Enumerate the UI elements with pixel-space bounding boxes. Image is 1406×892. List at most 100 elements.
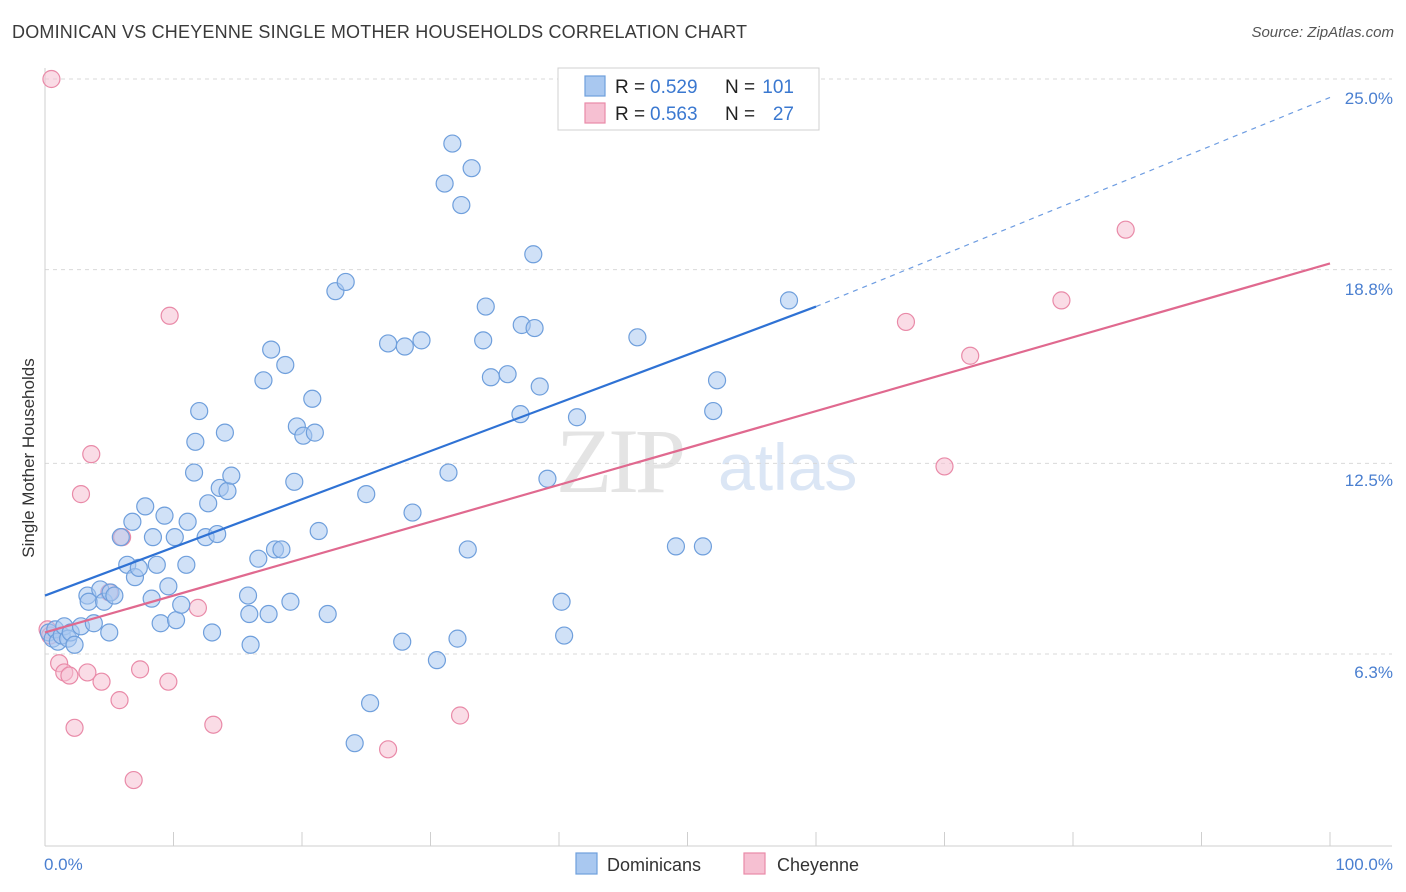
- dominicans-point-48: [241, 635, 260, 654]
- dominicans-point-44: [218, 481, 237, 501]
- dominicans-point-96: [666, 537, 686, 556]
- dominicans-point-82: [474, 331, 493, 350]
- dominicans-point-66: [345, 734, 364, 753]
- cheyenne-point-5: [65, 718, 84, 737]
- y-tick-label-18-8: 18.8%: [1345, 280, 1393, 299]
- x-tick-label-0: 0.0%: [44, 855, 83, 874]
- dominicans-point-34: [178, 512, 197, 531]
- watermark-atlas: atlas: [718, 430, 857, 504]
- dominicans-point-73: [412, 331, 431, 350]
- dominicans-point-95: [628, 328, 647, 347]
- dominicans-point-80: [458, 540, 477, 559]
- dominicans-point-90: [530, 377, 549, 396]
- legend-swatch-cheyenne: [584, 102, 606, 124]
- dominicans-point-49: [249, 549, 268, 568]
- dominicans-point-76: [439, 463, 458, 482]
- dominicans-point-99: [707, 371, 727, 390]
- dominicans-point-89: [525, 318, 544, 338]
- cheyenne-point-4: [60, 666, 79, 685]
- cheyenne-point-9: [92, 672, 111, 691]
- dominicans-point-25: [143, 528, 163, 547]
- dominicans-point-78: [448, 629, 467, 648]
- dominicans-point-46: [238, 586, 258, 605]
- x-ticks: [44, 832, 1331, 846]
- dominicans-point-79: [452, 195, 471, 215]
- cheyenne-trend-line: [44, 262, 1331, 634]
- cheyenne-point-22: [935, 457, 954, 476]
- dominicans-point-36: [186, 432, 205, 451]
- dominicans-point-65: [336, 272, 355, 292]
- dominicans-point-84: [481, 368, 500, 387]
- dominicans-point-56: [281, 592, 300, 611]
- y-tick-label-12-5: 12.5%: [1345, 471, 1393, 490]
- dominicans-point-45: [222, 466, 241, 485]
- dominicans-point-51: [259, 604, 278, 624]
- cheyenne-point-6: [71, 485, 91, 504]
- legend-n-value-dominicans: 101: [762, 77, 794, 98]
- cheyenne-point-20: [450, 706, 470, 725]
- dominicans-point-26: [147, 555, 166, 574]
- cheyenne-point-19: [378, 740, 398, 759]
- dominicans-point-74: [427, 651, 447, 670]
- dominicans-point-37: [190, 401, 209, 421]
- y-tick-label-25: 25.0%: [1345, 89, 1393, 108]
- cheyenne-point-16: [160, 306, 179, 325]
- dominicans-point-62: [309, 521, 328, 541]
- dominicans-point-68: [361, 694, 380, 713]
- y-axis-label: Single Mother Households: [19, 358, 38, 557]
- legend-r-value-dominicans: 0.529: [650, 77, 698, 98]
- dominicans-point-32: [172, 595, 191, 614]
- legend-n-value-cheyenne: 27: [773, 104, 794, 125]
- dominicans-point-39: [199, 494, 218, 513]
- dominicans-point-97: [693, 537, 713, 556]
- legend-r-value-cheyenne: 0.563: [650, 104, 698, 125]
- cheyenne-point-11: [110, 691, 129, 710]
- bottom-legend-swatch-dominicans: [575, 852, 598, 875]
- dominicans-point-93: [555, 626, 574, 645]
- grid-layer: [45, 78, 1392, 655]
- dominicans-point-61: [305, 423, 324, 442]
- dominicans-point-92: [552, 592, 571, 611]
- dominicans-points: [39, 134, 799, 753]
- dominicans-point-52: [262, 340, 281, 359]
- series-legend: Dominicans Cheyenne: [575, 852, 859, 875]
- cheyenne-point-26: [42, 69, 61, 89]
- cheyenne-point-17: [188, 598, 208, 617]
- cheyenne-point-13: [124, 770, 143, 790]
- dominicans-point-20: [123, 512, 142, 531]
- dominicans-point-47: [240, 604, 259, 624]
- trend-lines: [44, 96, 1331, 634]
- cheyenne-point-8: [82, 445, 101, 464]
- dominicans-point-83: [476, 297, 495, 316]
- dominicans-point-29: [159, 577, 178, 596]
- cheyenne-point-23: [961, 346, 980, 365]
- dominicans-point-75: [435, 174, 454, 193]
- dominicans-point-69: [378, 334, 398, 353]
- dominicans-point-27: [151, 614, 170, 633]
- bottom-legend-swatch-cheyenne: [743, 852, 766, 875]
- cheyenne-point-18: [204, 715, 223, 734]
- dominicans-point-17: [105, 586, 124, 605]
- dominicans-point-23: [136, 497, 155, 516]
- dominicans-point-94: [567, 408, 587, 427]
- legend-n-label-dominicans: N =: [725, 77, 755, 98]
- legend-r-label-cheyenne: R =: [615, 104, 645, 125]
- dominicans-point-77: [443, 134, 462, 153]
- cheyenne-point-14: [130, 660, 150, 679]
- dominicans-point-40: [202, 623, 222, 642]
- dominicans-point-85: [498, 365, 517, 384]
- dominicans-point-18: [111, 528, 130, 547]
- watermark-zip: ZIP: [556, 410, 683, 512]
- dominicans-point-8: [65, 635, 84, 654]
- dominicans-point-70: [393, 632, 412, 651]
- dominicans-point-33: [177, 555, 196, 574]
- dominicans-point-43: [215, 423, 234, 442]
- cheyenne-point-21: [896, 312, 916, 332]
- cheyenne-point-25: [1116, 220, 1135, 239]
- source-label: Source: ZipAtlas.com: [1251, 24, 1394, 41]
- dominicans-point-88: [524, 245, 543, 264]
- dominicans-point-81: [462, 159, 481, 178]
- dominicans-point-28: [155, 506, 174, 525]
- dominicans-point-91: [538, 469, 557, 488]
